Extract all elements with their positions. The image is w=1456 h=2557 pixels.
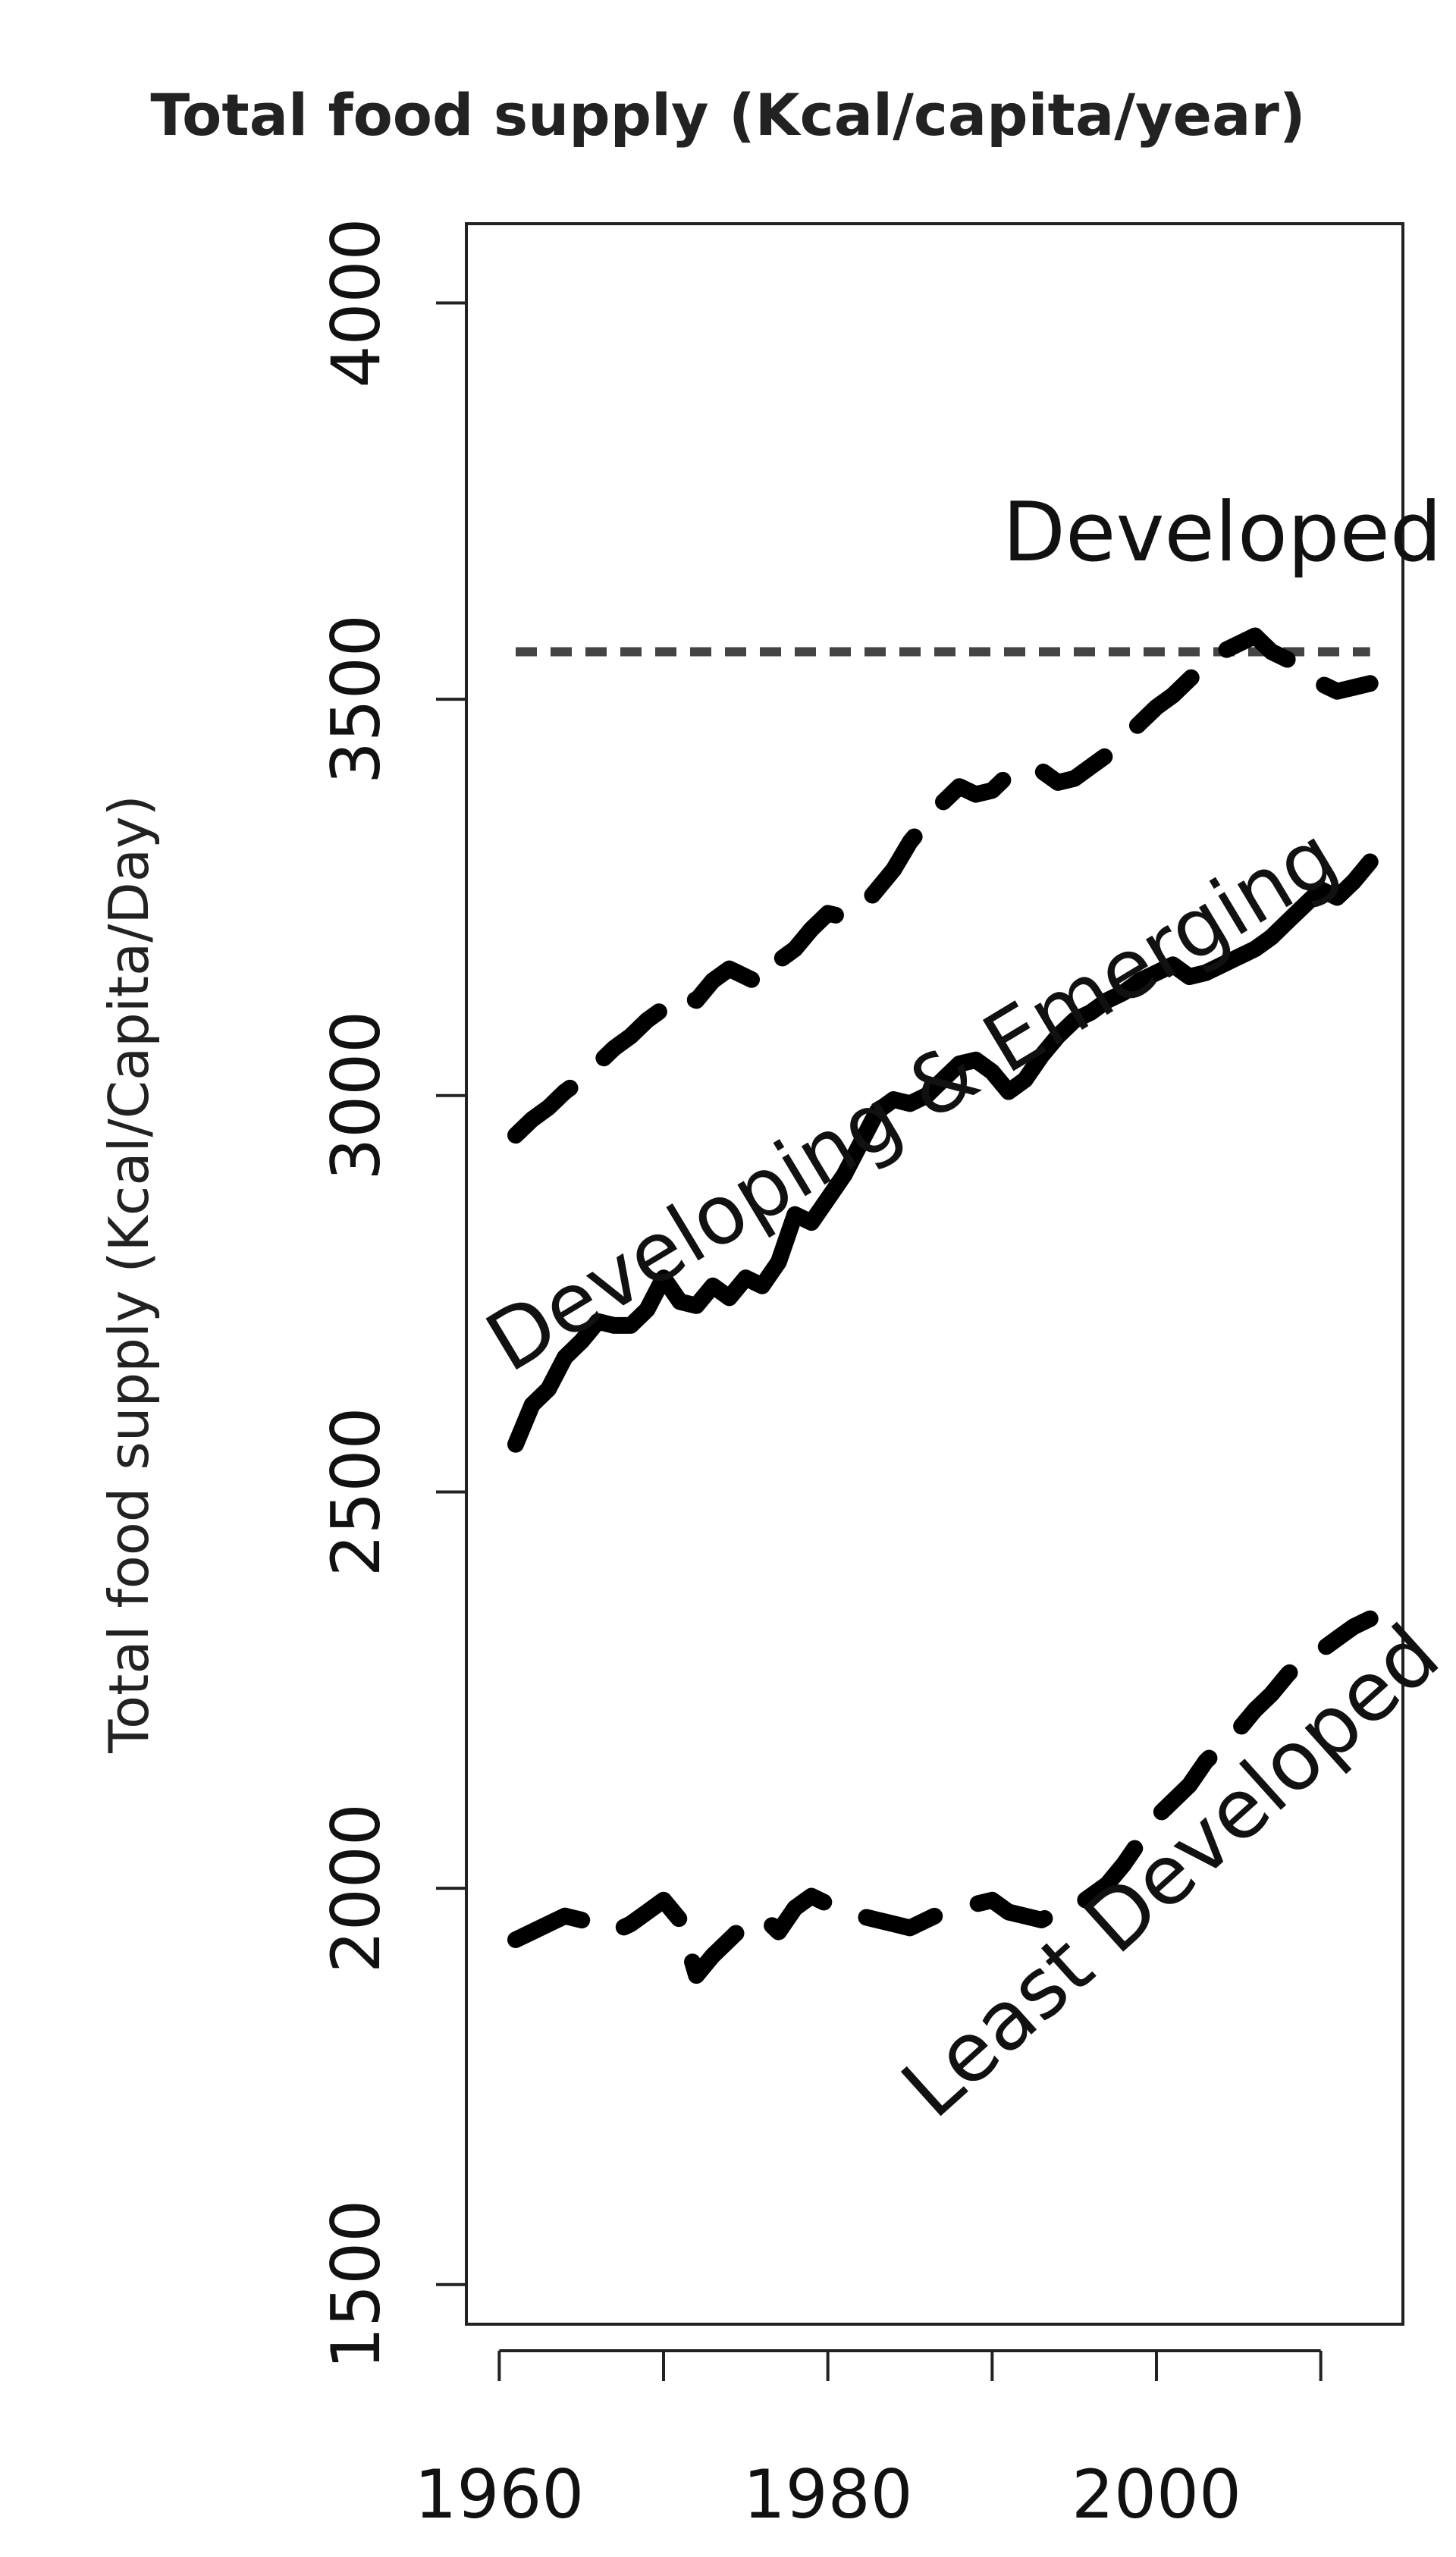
- y-tick-label-1500: 1500: [317, 2200, 395, 2370]
- y-tick-label-3000: 3000: [317, 1011, 395, 1181]
- x-tick-label-1980: 1980: [743, 2455, 913, 2533]
- y-tick-label-2000: 2000: [317, 1803, 395, 1973]
- annotation-layer: Developed Developing & Emerging Least Deve…: [471, 485, 1456, 2136]
- chart-title: Total food supply (Kcal/capita/year): [150, 81, 1305, 149]
- x-axis: 1960 1980 2000: [414, 2349, 1323, 2533]
- series-line-2: [507, 627, 1379, 1144]
- series-line-4: [507, 1610, 1379, 1984]
- series-layer: [507, 627, 1379, 1984]
- series-line-3: [507, 853, 1379, 1453]
- y-axis: 1500 2000 2500 3000 3500 4000: [317, 218, 466, 2370]
- y-axis-label: Total food supply (Kcal/Capita/Day): [97, 795, 161, 1753]
- x-tick-label-2000: 2000: [1072, 2455, 1241, 2533]
- annotation-1: Developed: [1003, 485, 1442, 580]
- y-tick-label-3500: 3500: [317, 614, 395, 784]
- annotation-2: Developing & Emerging: [471, 808, 1354, 1391]
- plot-area-border: [465, 222, 1404, 2326]
- y-tick-label-2500: 2500: [317, 1407, 395, 1577]
- x-tick-label-1960: 1960: [414, 2455, 584, 2533]
- y-tick-label-4000: 4000: [317, 218, 395, 388]
- annotation-3: Least Developed: [884, 1607, 1456, 2135]
